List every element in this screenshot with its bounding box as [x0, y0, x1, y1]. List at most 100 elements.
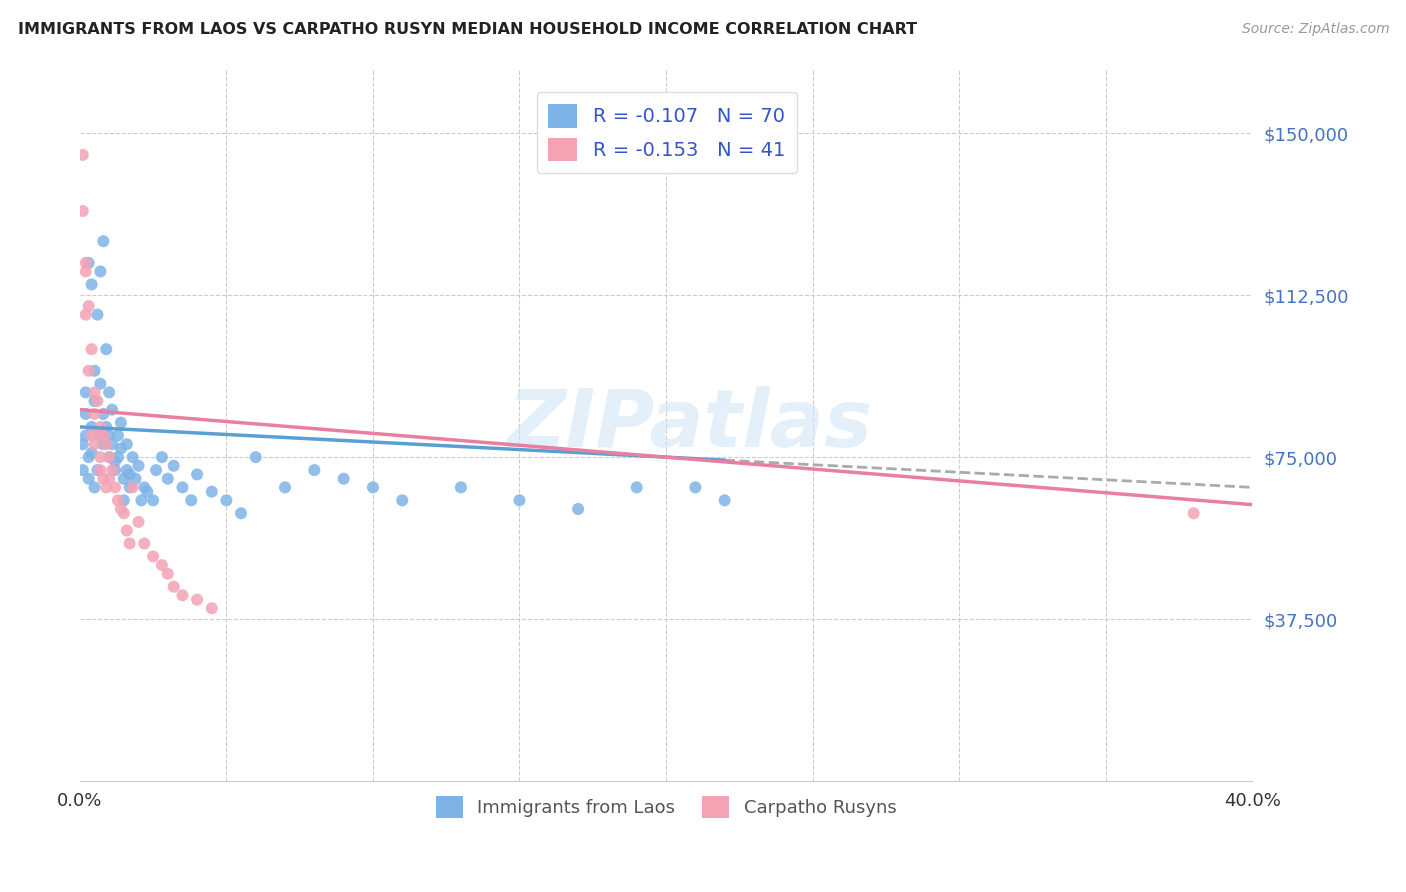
- Point: [121, 480, 143, 494]
- Point: [163, 580, 186, 594]
- Point: [136, 484, 159, 499]
- Point: [101, 402, 124, 417]
- Text: Source: ZipAtlas.com: Source: ZipAtlas.com: [1241, 22, 1389, 37]
- Point: [127, 458, 149, 473]
- Point: [124, 472, 146, 486]
- Point: [685, 480, 707, 494]
- Point: [131, 493, 153, 508]
- Point: [107, 428, 129, 442]
- Point: [83, 385, 105, 400]
- Point: [86, 463, 108, 477]
- Point: [163, 458, 186, 473]
- Point: [91, 234, 114, 248]
- Point: [142, 549, 165, 564]
- Point: [107, 450, 129, 464]
- Point: [77, 256, 100, 270]
- Legend: Immigrants from Laos, Carpatho Rusyns: Immigrants from Laos, Carpatho Rusyns: [429, 789, 904, 825]
- Point: [75, 264, 97, 278]
- Point: [201, 601, 224, 615]
- Point: [107, 493, 129, 508]
- Point: [156, 566, 179, 581]
- Point: [626, 480, 648, 494]
- Point: [98, 385, 121, 400]
- Point: [145, 463, 167, 477]
- Point: [104, 463, 127, 477]
- Point: [72, 148, 94, 162]
- Point: [115, 437, 138, 451]
- Point: [134, 536, 156, 550]
- Point: [83, 394, 105, 409]
- Point: [77, 472, 100, 486]
- Point: [75, 428, 97, 442]
- Point: [229, 506, 252, 520]
- Point: [332, 472, 354, 486]
- Point: [91, 437, 114, 451]
- Point: [89, 428, 111, 442]
- Point: [86, 428, 108, 442]
- Point: [89, 264, 111, 278]
- Point: [77, 450, 100, 464]
- Point: [186, 467, 208, 482]
- Point: [89, 376, 111, 391]
- Point: [96, 342, 118, 356]
- Point: [121, 450, 143, 464]
- Point: [150, 450, 173, 464]
- Point: [274, 480, 297, 494]
- Point: [134, 480, 156, 494]
- Point: [72, 463, 94, 477]
- Point: [567, 502, 589, 516]
- Point: [112, 472, 135, 486]
- Point: [104, 454, 127, 468]
- Point: [180, 493, 202, 508]
- Point: [80, 342, 103, 356]
- Point: [98, 472, 121, 486]
- Point: [75, 385, 97, 400]
- Point: [89, 463, 111, 477]
- Point: [508, 493, 530, 508]
- Point: [245, 450, 267, 464]
- Point: [112, 506, 135, 520]
- Point: [77, 364, 100, 378]
- Point: [96, 437, 118, 451]
- Point: [80, 420, 103, 434]
- Point: [91, 428, 114, 442]
- Point: [75, 407, 97, 421]
- Point: [110, 502, 132, 516]
- Point: [172, 588, 194, 602]
- Point: [96, 420, 118, 434]
- Point: [713, 493, 735, 508]
- Point: [75, 256, 97, 270]
- Point: [86, 394, 108, 409]
- Point: [83, 480, 105, 494]
- Point: [391, 493, 413, 508]
- Point: [83, 364, 105, 378]
- Point: [110, 416, 132, 430]
- Point: [91, 472, 114, 486]
- Point: [1182, 506, 1205, 520]
- Point: [86, 308, 108, 322]
- Point: [89, 420, 111, 434]
- Point: [89, 450, 111, 464]
- Point: [83, 407, 105, 421]
- Point: [83, 437, 105, 451]
- Point: [80, 446, 103, 460]
- Point: [215, 493, 238, 508]
- Point: [118, 536, 141, 550]
- Point: [98, 450, 121, 464]
- Point: [115, 524, 138, 538]
- Point: [77, 299, 100, 313]
- Point: [72, 204, 94, 219]
- Point: [91, 407, 114, 421]
- Point: [150, 558, 173, 573]
- Point: [80, 277, 103, 292]
- Point: [118, 467, 141, 482]
- Point: [72, 437, 94, 451]
- Point: [118, 480, 141, 494]
- Point: [112, 493, 135, 508]
- Point: [361, 480, 384, 494]
- Point: [142, 493, 165, 508]
- Point: [80, 428, 103, 442]
- Point: [127, 515, 149, 529]
- Point: [450, 480, 472, 494]
- Point: [110, 442, 132, 456]
